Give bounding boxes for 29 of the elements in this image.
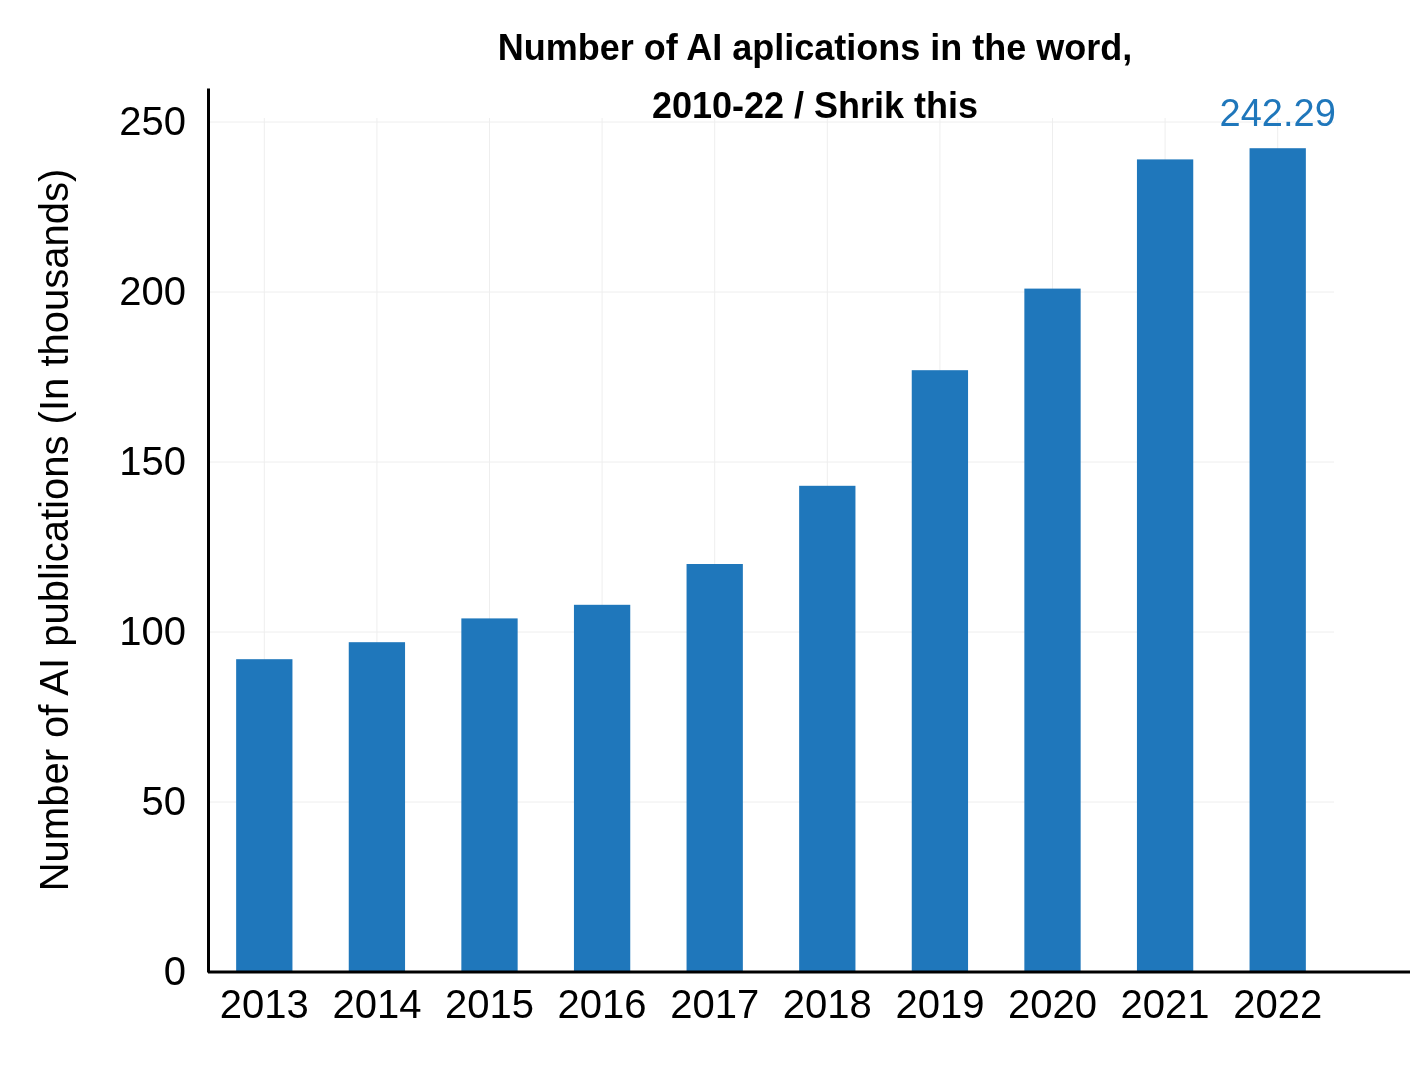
y-tick-label: 200 [119, 269, 186, 314]
y-tick-label: 100 [119, 609, 186, 654]
y-axis-title: Number of AI publications (In thousands) [32, 168, 76, 892]
x-tick-label: 2022 [1233, 982, 1323, 1027]
x-tick-label: 2015 [445, 982, 534, 1027]
bar [911, 370, 969, 972]
bar [1024, 288, 1081, 972]
chart-title: Number of AI aplications in the word, 2010-22 / Shrik this [497, 27, 1133, 126]
x-tick-label: 2016 [557, 982, 647, 1027]
bar [799, 485, 856, 972]
x-tick-label: 2014 [332, 982, 422, 1027]
bar [348, 642, 406, 972]
bar [236, 659, 293, 972]
y-tick-label: 50 [141, 779, 186, 824]
x-tick-label: 2013 [219, 982, 309, 1027]
x-tick-label: 2017 [670, 982, 760, 1027]
x-tick-label: 2021 [1120, 982, 1210, 1027]
x-tick-label: 2018 [782, 982, 872, 1027]
bar [461, 618, 518, 972]
x-tick-label: 2020 [1008, 982, 1097, 1027]
bar [1136, 159, 1194, 972]
y-tick-label: 250 [119, 99, 186, 144]
y-tick-label: 0 [163, 949, 186, 994]
x-tick-label: 2019 [895, 982, 985, 1027]
bar [686, 564, 743, 972]
data-label: 242.29 [1219, 92, 1336, 135]
bar [573, 604, 631, 972]
bar [1249, 148, 1306, 972]
y-tick-label: 150 [119, 439, 186, 484]
